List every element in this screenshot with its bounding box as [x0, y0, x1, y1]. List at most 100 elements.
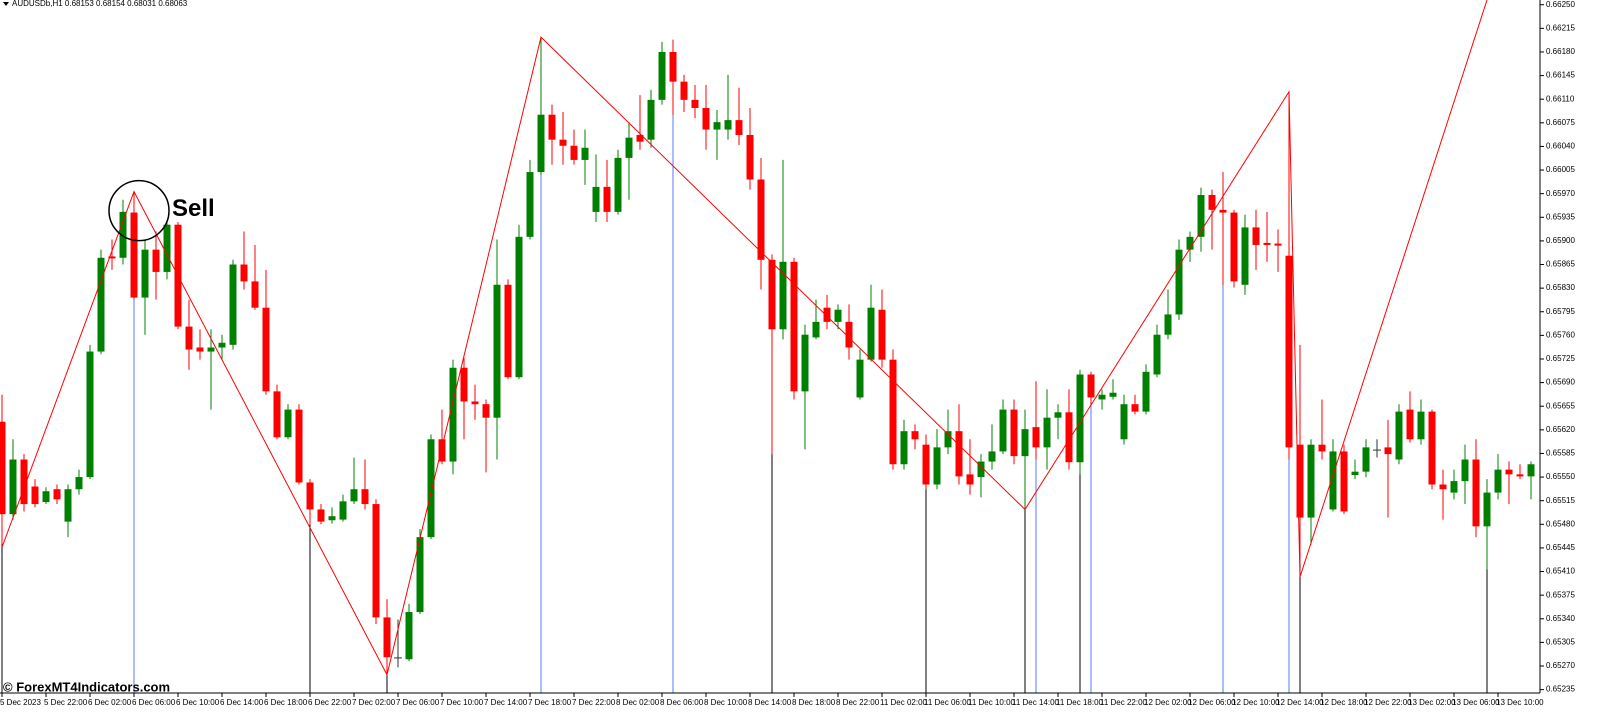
candle-body [1384, 447, 1392, 455]
y-tick-label: 0.65515 [1546, 496, 1575, 505]
candle-body [878, 309, 886, 360]
x-tick-label: 12 Dec 06:00 [1188, 698, 1236, 707]
candle-body [1340, 451, 1348, 512]
candle-body [1252, 227, 1260, 245]
candle-body [306, 482, 314, 510]
candle-body [273, 391, 281, 438]
candle-body [559, 139, 567, 146]
y-tick-label: 0.66075 [1546, 118, 1575, 127]
candle-body [614, 157, 622, 212]
candle-body [713, 122, 721, 130]
candle-body [1494, 469, 1502, 493]
candle-body [977, 461, 985, 478]
candle-body [53, 489, 61, 500]
candle-body [515, 236, 523, 378]
candle-body [405, 612, 413, 660]
y-tick-label: 0.65480 [1546, 519, 1575, 528]
candle-body [658, 51, 666, 100]
candle-body [1230, 212, 1238, 282]
y-tick-label: 0.65340 [1546, 614, 1575, 623]
candle-body [1153, 334, 1161, 375]
candle-body [119, 211, 127, 258]
y-tick-label: 0.65410 [1546, 567, 1575, 576]
x-tick-label: 7 Dec 14:00 [484, 698, 528, 707]
candle-body [911, 431, 919, 440]
candle-body [163, 224, 171, 272]
candle-body [537, 114, 545, 173]
candle-body [1362, 447, 1370, 472]
y-tick-label: 0.66215 [1546, 23, 1575, 32]
candle-body [20, 459, 28, 505]
candle-body [955, 431, 963, 477]
candle-body [746, 134, 754, 180]
candle-body [801, 334, 809, 392]
candle-body [1120, 404, 1128, 440]
candle-body [1395, 411, 1403, 460]
candle-body [570, 145, 578, 160]
candle-body [284, 409, 292, 438]
candle-body [790, 261, 798, 392]
candle-body [922, 444, 930, 485]
y-tick-label: 0.65550 [1546, 472, 1575, 481]
candle-body [460, 367, 468, 402]
candle-body [944, 431, 952, 448]
candle-body [1351, 471, 1359, 476]
menu-icon [3, 2, 9, 6]
y-tick-label: 0.66040 [1546, 142, 1575, 151]
candle-body [867, 307, 875, 360]
y-tick-label: 0.65970 [1546, 189, 1575, 198]
candle-body [449, 367, 457, 462]
candle-body [1329, 451, 1337, 510]
candle-body [757, 179, 765, 260]
y-tick-label: 0.65585 [1546, 449, 1575, 458]
x-tick-label: 12 Dec 22:00 [1364, 698, 1412, 707]
candle-body [185, 326, 193, 350]
candle-body [900, 431, 908, 465]
candle-body [735, 120, 743, 135]
candle-body [1439, 484, 1447, 490]
candle-body [339, 501, 347, 520]
candle-body [823, 307, 831, 322]
sell-label: Sell [172, 195, 215, 222]
candle-body [1087, 374, 1095, 398]
x-tick-label: 11 Dec 14:00 [1012, 698, 1060, 707]
x-tick-label: 7 Dec 10:00 [440, 698, 484, 707]
x-tick-label: 6 Dec 14:00 [220, 698, 264, 707]
candle-body [1054, 412, 1062, 418]
candle-body [493, 284, 501, 418]
y-tick-label: 0.65655 [1546, 401, 1575, 410]
y-tick-label: 0.65830 [1546, 283, 1575, 292]
candle-body [482, 404, 490, 418]
candle-body [724, 120, 732, 130]
candle-body [779, 261, 787, 330]
candle-body [889, 359, 897, 465]
candle-body [350, 489, 358, 502]
candle-body [603, 186, 611, 212]
x-tick-label: 13 Dec 10:00 [1496, 698, 1544, 707]
candle-body [1021, 429, 1029, 457]
x-tick-label: 6 Dec 22:00 [308, 698, 352, 707]
x-tick-label: 8 Dec 10:00 [704, 698, 748, 707]
candle-body [504, 284, 512, 378]
candle-body [229, 264, 237, 345]
candle-body [1428, 411, 1436, 485]
y-tick-label: 0.65445 [1546, 543, 1575, 552]
candle-body [1208, 195, 1216, 210]
x-tick-label: 8 Dec 02:00 [616, 698, 660, 707]
candle-body [1197, 195, 1205, 237]
zigzag-line [1, 0, 1488, 677]
y-tick-label: 0.65620 [1546, 425, 1575, 434]
x-tick-label: 7 Dec 06:00 [396, 698, 440, 707]
x-tick-label: 13 Dec 06:00 [1452, 698, 1500, 707]
x-tick-label: 5 Dec 22:00 [44, 698, 88, 707]
candle-body [856, 359, 864, 398]
x-tick-label: 6 Dec 06:00 [132, 698, 176, 707]
candle-body [768, 259, 776, 330]
candle-body [1241, 227, 1249, 285]
candle-body [1417, 411, 1425, 440]
watermark: © ForexMT4Indicators.com [3, 679, 170, 694]
x-tick-label: 11 Dec 10:00 [968, 698, 1016, 707]
candle-body [75, 477, 83, 490]
candle-body [625, 137, 633, 158]
